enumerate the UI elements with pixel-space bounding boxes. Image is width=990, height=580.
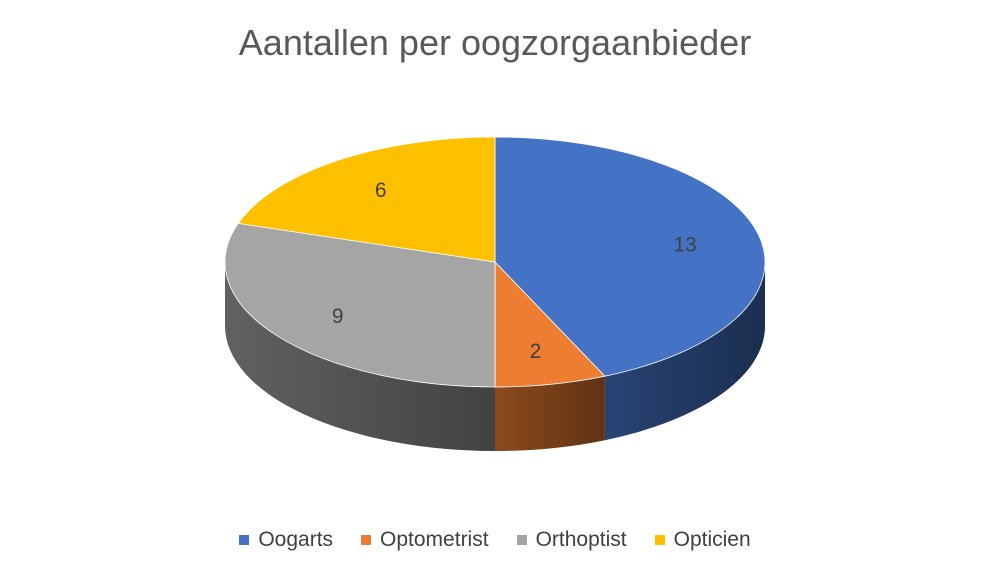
pie-slice-oogarts bbox=[494, 136, 766, 377]
pie-side-shade-optometrist bbox=[495, 376, 605, 451]
legend-item-oogarts: Oogarts bbox=[239, 528, 333, 552]
data-label-oogarts: 13 bbox=[673, 233, 696, 256]
legend-item-optometrist: Optometrist bbox=[361, 528, 489, 552]
legend-swatch bbox=[361, 535, 372, 545]
legend-swatch bbox=[239, 535, 250, 545]
pie-chart: 13 2 9 6 bbox=[224, 136, 766, 451]
legend-label: Oogarts bbox=[258, 528, 334, 551]
chart-legend: Oogarts Optometrist Orthoptist Opticien bbox=[0, 528, 990, 552]
legend-swatch bbox=[654, 535, 665, 545]
legend-item-opticien: Opticien bbox=[654, 528, 751, 552]
pie-slice-opticien bbox=[237, 136, 496, 263]
legend-label: Orthoptist bbox=[535, 528, 627, 551]
pie-slice-optometrist bbox=[494, 261, 606, 388]
legend-swatch bbox=[516, 535, 527, 545]
data-label-optometrist: 2 bbox=[530, 340, 542, 363]
pie-side-shade-orthoptist bbox=[225, 262, 495, 451]
legend-label: Optometrist bbox=[380, 528, 489, 551]
data-label-orthoptist: 9 bbox=[332, 305, 344, 328]
legend-label: Opticien bbox=[673, 528, 751, 551]
pie-data-labels: 13 2 9 6 bbox=[332, 179, 697, 363]
legend-item-orthoptist: Orthoptist bbox=[516, 528, 627, 552]
pie-slice-orthoptist bbox=[224, 222, 496, 388]
pie-top-faces bbox=[224, 136, 766, 388]
chart-title: Aantallen per oogzorgaanbieder bbox=[238, 22, 752, 63]
data-label-opticien: 6 bbox=[375, 179, 387, 202]
